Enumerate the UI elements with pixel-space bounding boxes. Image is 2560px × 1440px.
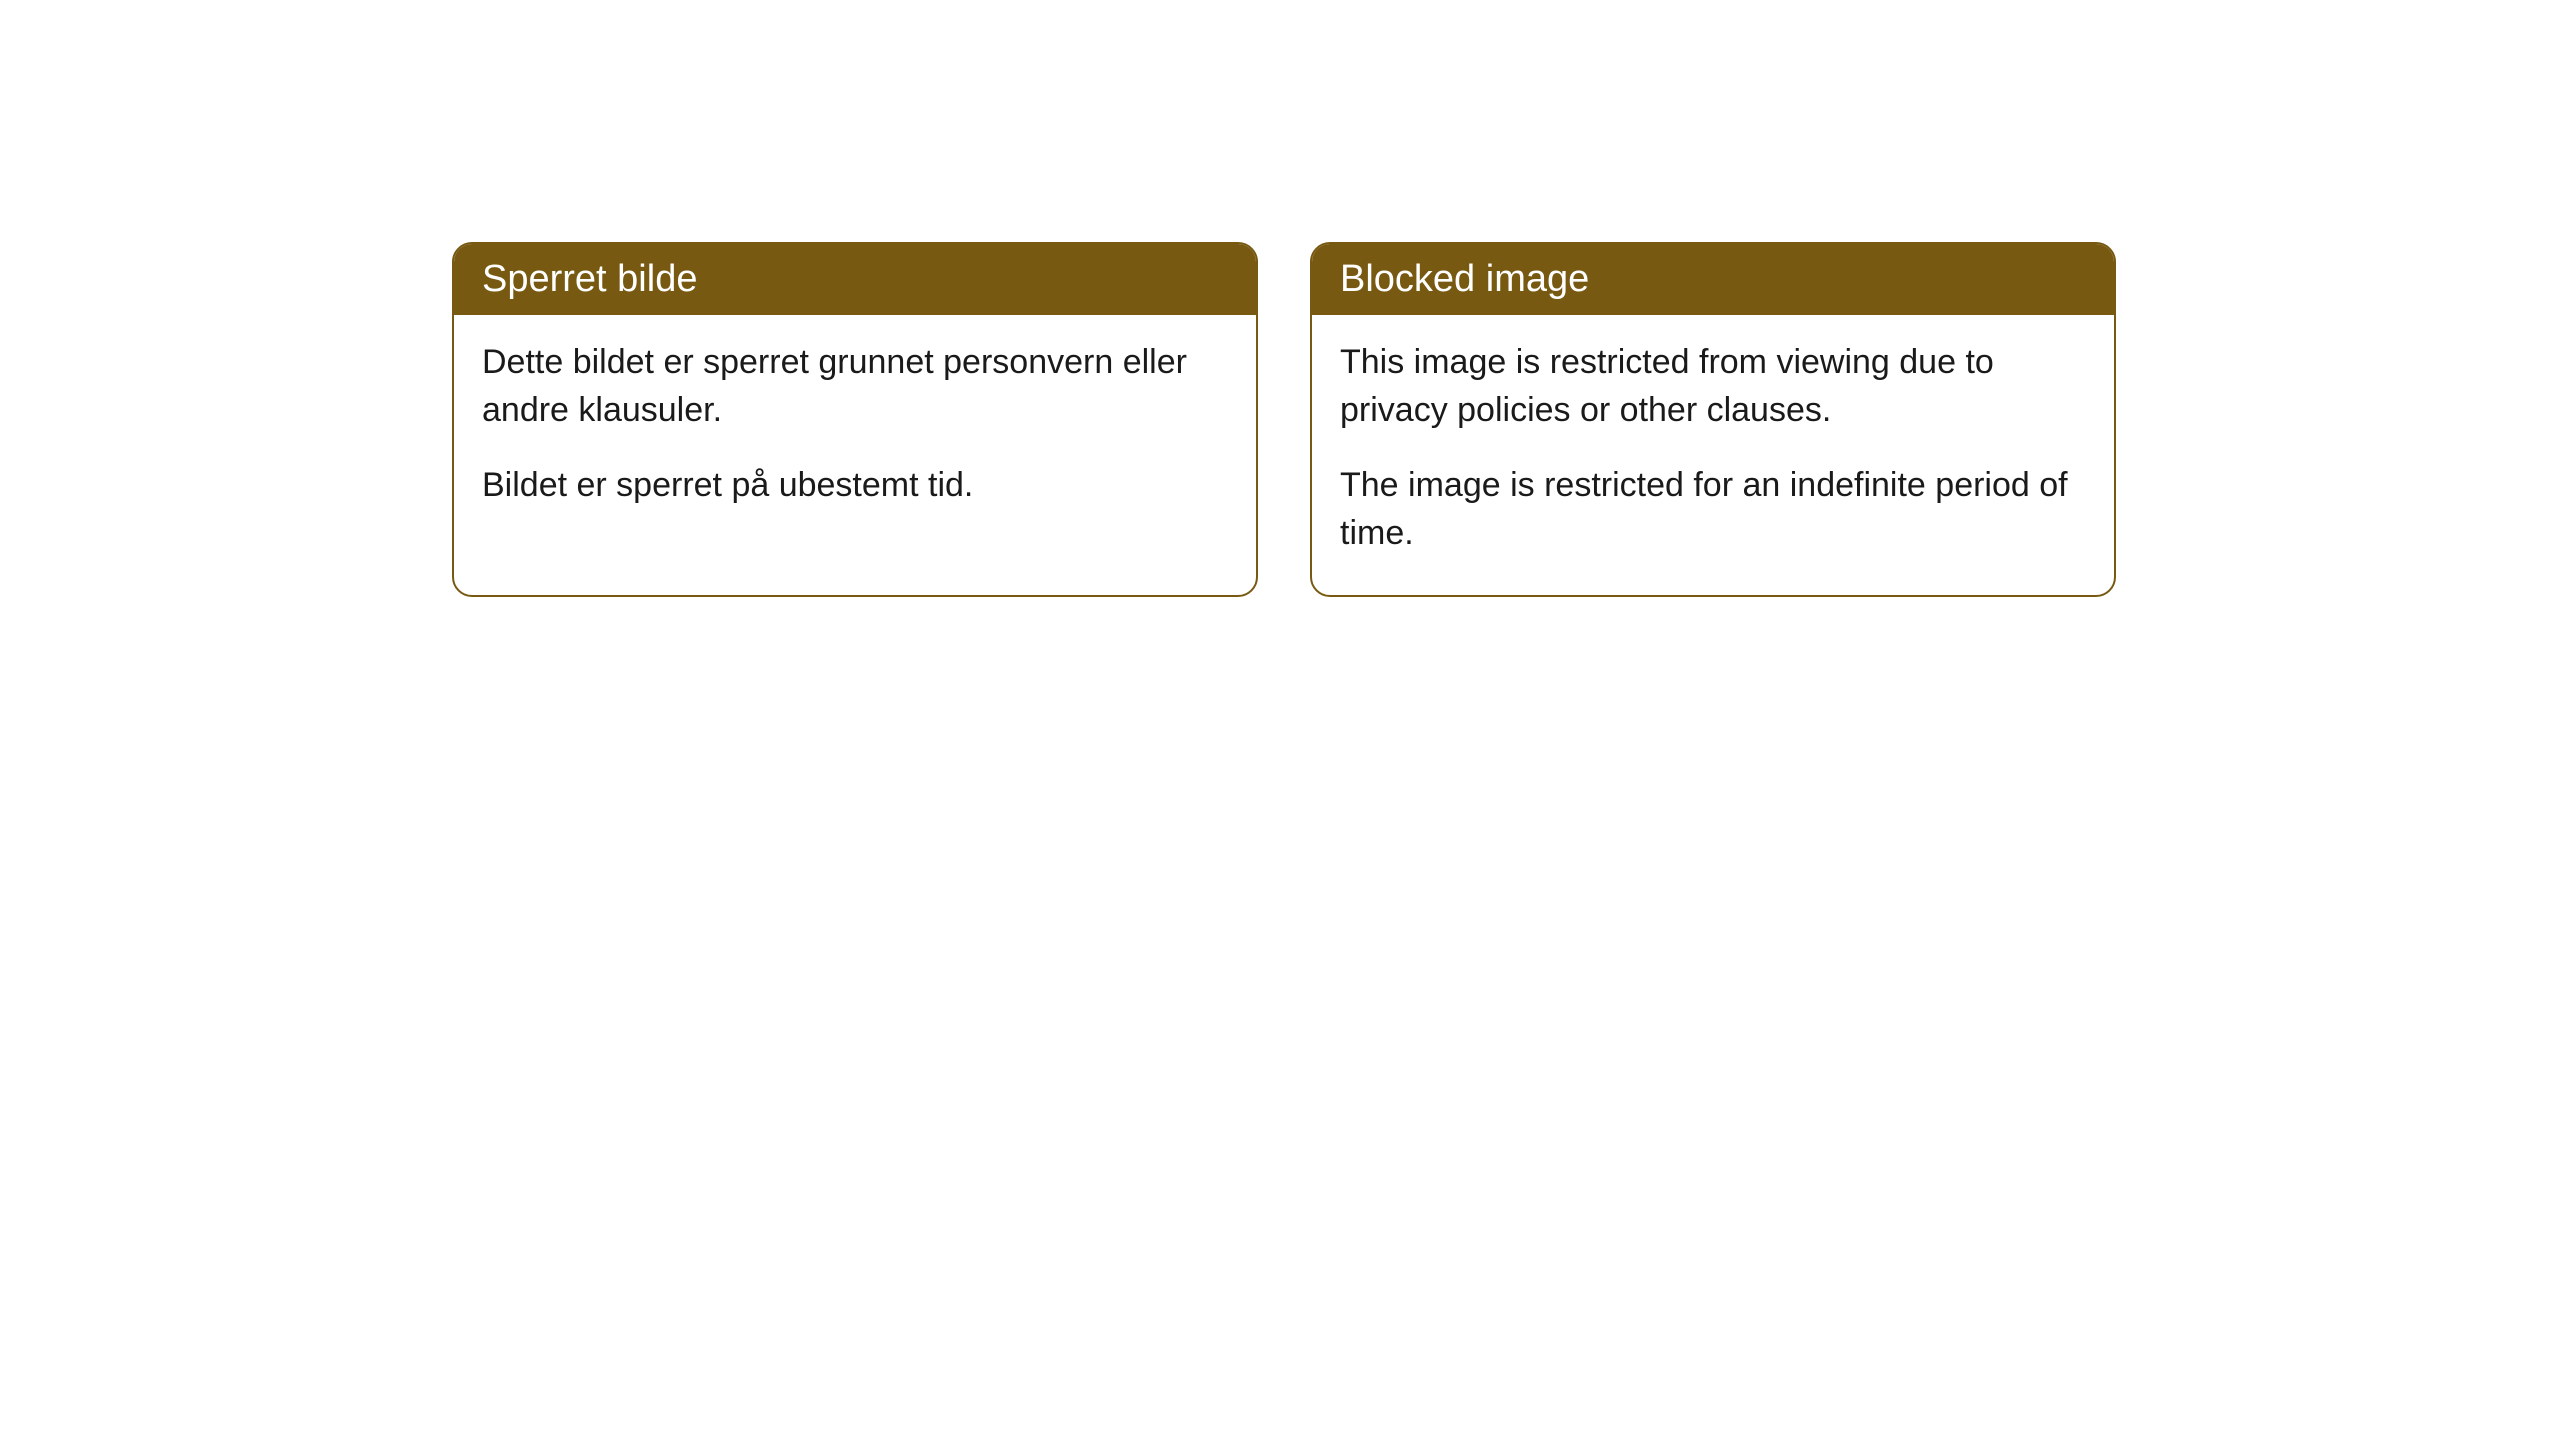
card-paragraph-1-english: This image is restricted from viewing du… — [1340, 339, 2086, 434]
card-body-english: This image is restricted from viewing du… — [1312, 315, 2114, 595]
card-norwegian: Sperret bilde Dette bildet er sperret gr… — [452, 242, 1258, 597]
card-title-norwegian: Sperret bilde — [482, 258, 697, 300]
card-paragraph-1-norwegian: Dette bildet er sperret grunnet personve… — [482, 339, 1228, 434]
card-header-norwegian: Sperret bilde — [454, 244, 1256, 315]
card-english: Blocked image This image is restricted f… — [1310, 242, 2116, 597]
card-title-english: Blocked image — [1340, 258, 1589, 300]
card-header-english: Blocked image — [1312, 244, 2114, 315]
card-paragraph-2-english: The image is restricted for an indefinit… — [1340, 462, 2086, 557]
cards-container: Sperret bilde Dette bildet er sperret gr… — [452, 242, 2116, 597]
card-paragraph-2-norwegian: Bildet er sperret på ubestemt tid. — [482, 462, 1228, 510]
card-body-norwegian: Dette bildet er sperret grunnet personve… — [454, 315, 1256, 548]
